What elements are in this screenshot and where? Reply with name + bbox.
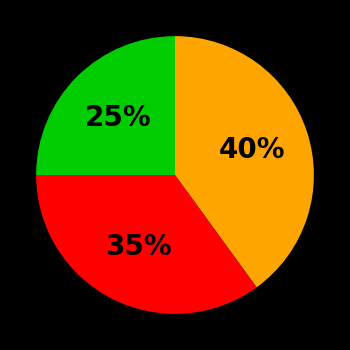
Text: 25%: 25% <box>85 104 151 132</box>
Text: 35%: 35% <box>105 233 172 261</box>
Wedge shape <box>36 175 257 314</box>
Wedge shape <box>175 36 314 287</box>
Text: 40%: 40% <box>218 136 285 164</box>
Wedge shape <box>36 36 175 175</box>
